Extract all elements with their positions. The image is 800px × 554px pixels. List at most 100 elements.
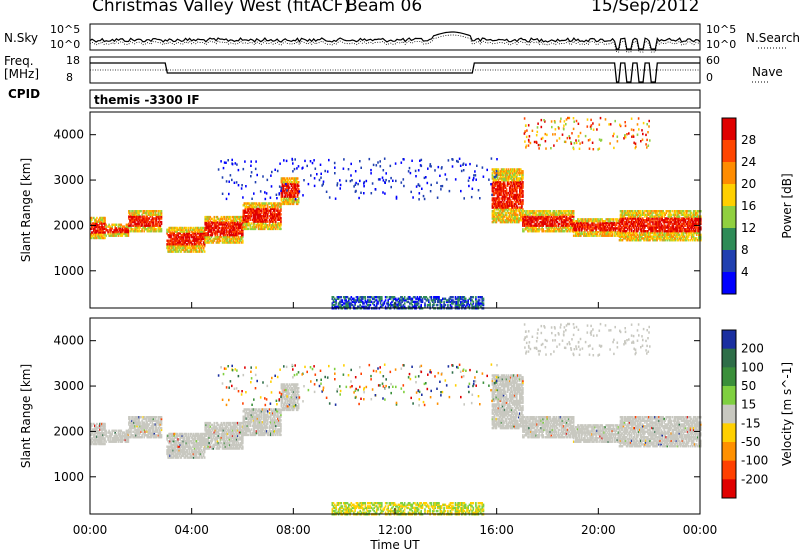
power-cell [178,243,181,246]
power-cell [673,233,676,236]
power-cell [388,303,391,307]
power-cell [228,234,231,237]
power-cell [516,206,518,209]
power-cell [627,233,630,236]
power-cell [94,222,96,225]
power-cell [207,219,209,222]
power-cell [544,215,546,218]
power-cell [622,217,625,220]
power-cell [660,226,662,229]
power-cell [685,231,688,235]
power-cell [527,230,529,233]
power-cell [511,171,514,175]
power-cell [206,232,208,235]
power-cell [670,215,673,218]
power-cell [184,244,187,248]
power-cell [448,299,450,302]
power-cell [288,202,291,206]
power-cell [275,204,277,207]
power-cell [544,217,546,220]
power-cell [143,217,145,220]
power-cell [250,202,253,205]
power-cell [624,217,627,220]
power-cell [544,222,546,226]
power-cell [493,182,496,186]
power-cell [506,191,509,195]
power-cell [222,234,225,237]
power-cell [290,177,293,180]
power-cell [254,227,257,231]
power-cell [232,234,235,237]
power-cell [694,217,697,220]
power-cell [107,230,109,234]
power-cell [520,206,522,209]
power-cell [132,219,134,222]
power-cell [145,217,147,220]
power-cell [684,210,687,213]
power-cell [513,219,516,222]
power-cell [570,220,573,224]
power-cell [142,210,144,213]
power-cell [181,234,184,237]
power-cell [500,220,503,224]
power-cell [654,226,656,229]
power-cell [650,215,652,218]
power-cell [219,219,222,222]
power-cell [257,227,260,231]
power-cell [651,215,653,218]
power-cell [505,211,508,215]
power-cell [493,215,496,218]
power-cell [689,219,692,222]
power-cell [242,241,244,244]
power-cell [145,210,147,213]
power-cell [645,230,647,233]
power-cell [665,220,667,224]
power-cell [201,244,204,248]
power-cell [688,228,691,231]
power-cell [553,230,556,233]
power-cell [113,229,115,232]
power-cell [176,232,178,235]
power-cell [570,224,573,227]
power-cell [526,210,528,213]
power-cell [625,213,628,216]
power-cell [693,213,696,216]
power-cell [277,213,279,216]
power-cell [652,222,654,226]
power-cell [634,217,637,220]
power-cell [126,230,129,234]
power-cell [98,231,100,234]
power-cell [193,235,196,239]
power-cell [368,299,370,302]
power-cell [646,230,648,233]
power-cell [122,232,125,236]
power-cell [635,233,638,236]
power-cell [255,220,258,223]
power-cell [663,231,665,235]
power-cell [262,213,265,216]
power-cell [102,229,104,232]
power-cell [238,226,241,230]
power-cell [175,226,177,230]
power-cell [291,186,294,189]
power-cell [644,233,646,236]
power-cell [681,224,684,227]
power-cell [638,217,640,220]
power-cell [219,232,222,235]
power-cell [696,211,699,215]
power-cell [691,230,694,233]
power-cell [101,227,103,231]
power-cell [194,244,197,248]
power-cell [524,210,526,213]
power-cell [615,223,618,226]
power-cell [639,224,641,227]
power-cell [666,235,668,238]
power-cell [698,219,700,222]
power-cell [115,229,117,232]
power-cell [498,171,501,175]
power-cell [182,230,185,233]
power-cell [527,222,529,226]
power-cell [674,231,677,235]
power-cell [116,230,118,234]
power-cell [146,228,148,231]
